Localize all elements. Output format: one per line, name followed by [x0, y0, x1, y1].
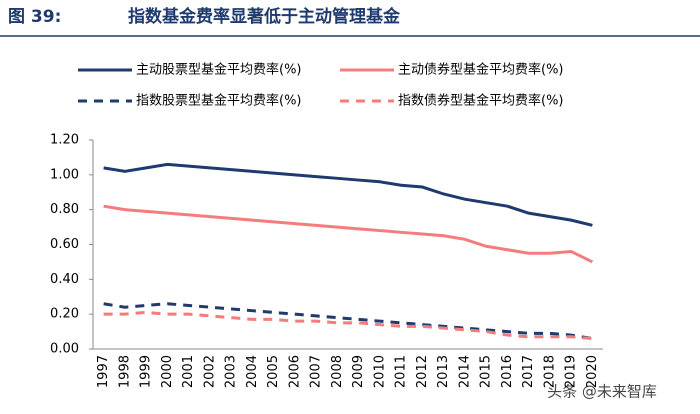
x-tick-label: 1998: [117, 355, 132, 388]
y-tick-label: 0.00: [50, 342, 79, 357]
x-tick-label: 2019: [564, 355, 579, 388]
legend-label: 主动债券型基金平均费率(%): [398, 62, 564, 78]
x-tick-label: 2017: [521, 355, 536, 388]
x-tick-label: 2010: [372, 355, 387, 388]
legend-label: 指数债券型基金平均费率(%): [398, 93, 564, 109]
legend-label: 指数股票型基金平均费率(%): [136, 93, 302, 109]
y-tick-label: 1.00: [50, 167, 79, 182]
y-tick-label: 0.60: [50, 237, 79, 252]
legend-label: 主动股票型基金平均费率(%): [136, 62, 302, 78]
x-tick-label: 2013: [436, 355, 451, 388]
x-tick-label: 2016: [500, 355, 515, 388]
x-tick-label: 1999: [139, 355, 154, 388]
x-tick-label: 2001: [181, 355, 196, 388]
x-tick-label: 2000: [160, 355, 175, 388]
series-line: [103, 302, 593, 341]
x-tick-label: 2008: [330, 355, 345, 388]
x-tick-label: 2009: [351, 355, 366, 388]
series-line: [103, 310, 593, 341]
figure-label: 图 39:: [8, 7, 61, 27]
x-tick-label: 2012: [415, 355, 430, 388]
y-tick-label: 1.20: [50, 133, 79, 148]
y-tick-label: 0.80: [50, 202, 79, 217]
x-tick-label: 2015: [479, 355, 494, 388]
y-tick-label: 0.20: [50, 307, 79, 322]
x-tick-label: 2007: [309, 355, 324, 388]
x-tick-label: 2004: [245, 355, 260, 388]
x-tick-label: 2020: [585, 355, 600, 388]
x-tick-label: 2002: [202, 355, 217, 388]
x-tick-label: 2003: [224, 355, 239, 388]
x-tick-label: 1997: [96, 355, 111, 388]
x-tick-label: 2005: [266, 355, 281, 388]
y-tick-label: 0.40: [50, 272, 79, 287]
series-line: [103, 204, 594, 264]
series-line: [103, 162, 593, 227]
chart-title: 指数基金费率显著低于主动管理基金: [128, 6, 401, 27]
x-tick-label: 2011: [394, 355, 409, 388]
watermark: 头条 @未来智库: [547, 383, 657, 401]
x-tick-label: 2006: [287, 355, 302, 388]
x-tick-label: 2018: [542, 355, 557, 388]
x-tick-label: 2014: [457, 355, 472, 388]
